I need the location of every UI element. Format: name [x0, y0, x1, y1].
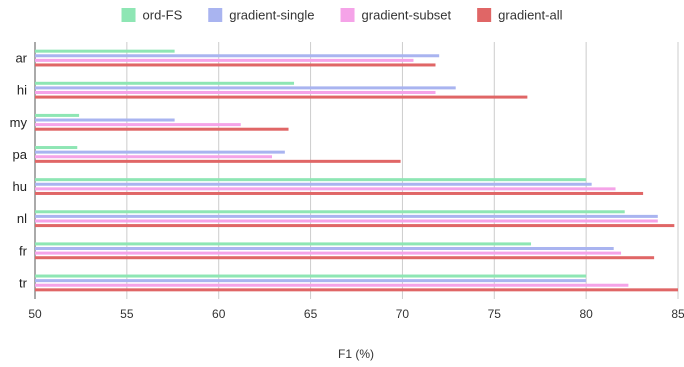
x-tick-label-55: 55	[120, 307, 134, 321]
bar-ar-ord-fs	[35, 49, 175, 53]
category-label-tr: tr	[19, 275, 28, 290]
bar-hi-ord-fs	[35, 81, 295, 85]
gridlines	[34, 42, 679, 299]
category-label-ar: ar	[15, 51, 27, 66]
bar-hu-gradient-single	[35, 182, 592, 186]
bar-ar-gradient-single	[35, 54, 440, 58]
legend-swatch-gradient-single	[208, 8, 223, 22]
bar-nl-gradient-subset	[35, 219, 658, 223]
bar-my-ord-fs	[35, 113, 80, 117]
x-tick-label-70: 70	[396, 307, 410, 321]
legend-swatch-gradient-subset	[340, 8, 355, 22]
category-label-hu: hu	[13, 179, 27, 194]
bar-tr-gradient-subset	[35, 283, 629, 287]
legend-label-gradient-all: gradient-all	[498, 8, 562, 23]
category-label-my: my	[10, 115, 28, 130]
bar-pa-gradient-all	[35, 159, 401, 163]
bar-hi-gradient-single	[35, 86, 456, 90]
bar-hu-gradient-subset	[35, 187, 616, 191]
category-label-pa: pa	[13, 147, 28, 162]
x-tick-label-65: 65	[304, 307, 318, 321]
legend-item-gradient-subset: gradient-subset	[340, 8, 452, 23]
bar-nl-gradient-all	[35, 224, 675, 228]
bars	[35, 49, 678, 292]
bar-tr-ord-fs	[35, 274, 587, 278]
x-axis-title: F1 (%)	[338, 347, 374, 361]
x-tick-label-85: 85	[671, 307, 684, 321]
legend-label-gradient-subset: gradient-subset	[362, 8, 452, 23]
bar-pa-gradient-single	[35, 150, 285, 154]
bar-nl-ord-fs	[35, 210, 625, 214]
category-label-fr: fr	[19, 243, 28, 258]
x-tick-label-80: 80	[579, 307, 593, 321]
bar-fr-gradient-all	[35, 256, 655, 260]
x-tick-label-75: 75	[488, 307, 502, 321]
x-tick-label-60: 60	[212, 307, 226, 321]
bar-hi-gradient-subset	[35, 90, 436, 94]
category-label-hi: hi	[17, 83, 27, 98]
bar-my-gradient-all	[35, 127, 289, 131]
legend-item-gradient-single: gradient-single	[208, 8, 315, 23]
bar-fr-gradient-subset	[35, 251, 622, 255]
bar-hi-gradient-all	[35, 95, 528, 99]
bar-ar-gradient-subset	[35, 58, 414, 62]
bar-pa-gradient-subset	[35, 155, 272, 159]
bar-nl-gradient-single	[35, 214, 658, 218]
bar-ar-gradient-all	[35, 63, 436, 67]
category-labels: ar hi my pa hu nl fr tr	[10, 51, 28, 291]
bar-hu-gradient-all	[35, 191, 644, 195]
bar-my-gradient-single	[35, 118, 175, 122]
x-tick-label-50: 50	[28, 307, 42, 321]
legend-item-ord-fs: ord-FS	[121, 8, 183, 23]
legend-swatch-ord-fs	[121, 8, 136, 22]
bar-tr-gradient-all	[35, 288, 678, 292]
legend-label-gradient-single: gradient-single	[229, 8, 314, 23]
legend-label-ord-fs: ord-FS	[143, 8, 183, 23]
category-label-nl: nl	[17, 211, 27, 226]
bar-fr-ord-fs	[35, 242, 532, 246]
bar-hu-ord-fs	[35, 178, 587, 182]
bar-fr-gradient-single	[35, 247, 614, 251]
legend: ord-FS gradient-single gradient-subset grad…	[121, 8, 563, 23]
legend-swatch-gradient-all	[477, 8, 492, 22]
bar-tr-gradient-single	[35, 279, 587, 283]
bar-pa-ord-fs	[35, 146, 78, 150]
bar-my-gradient-subset	[35, 123, 241, 127]
legend-item-gradient-all: gradient-all	[477, 8, 563, 23]
x-tick-labels: 50 55 60 65 70 75 80 85	[28, 307, 684, 321]
